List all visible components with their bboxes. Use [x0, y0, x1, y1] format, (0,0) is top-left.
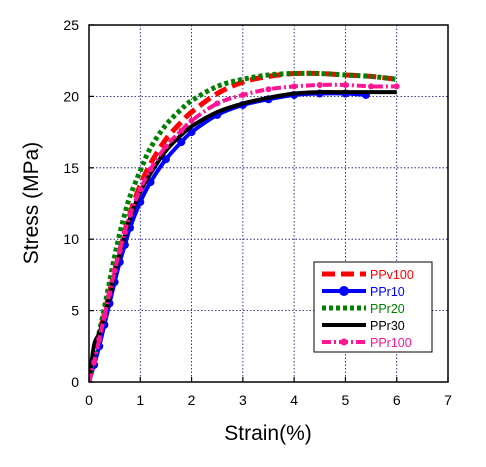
x-tick-label: 7	[444, 392, 452, 408]
x-tick-label: 2	[188, 392, 196, 408]
data-point	[177, 138, 186, 147]
y-tick-label: 15	[63, 160, 79, 176]
y-tick-label: 0	[71, 374, 79, 390]
data-point	[178, 127, 185, 134]
series-layer	[89, 70, 400, 382]
data-point	[111, 267, 118, 274]
data-point	[188, 117, 195, 124]
series-ppr30	[89, 90, 397, 382]
series-ppr100	[89, 81, 400, 382]
x-tick-label: 6	[393, 392, 401, 408]
legend-marker	[339, 286, 349, 296]
data-point	[342, 81, 349, 88]
data-point	[316, 81, 323, 88]
legend-label: PPr100	[370, 336, 412, 350]
legend-item-ppv100: PPv100	[322, 268, 414, 282]
data-point	[121, 229, 128, 236]
data-point	[161, 155, 170, 164]
y-tick-label: 5	[71, 303, 79, 319]
data-point	[239, 91, 246, 98]
data-point	[147, 166, 154, 173]
legend: PPv100 PPr10 PPr20 PPr30 PPr100	[313, 261, 433, 353]
data-point	[96, 336, 103, 343]
series-line-ppr30	[89, 90, 397, 382]
x-axis-ticks: 0 1 2 3 4 5 6 7	[85, 377, 452, 408]
y-tick-label: 20	[63, 88, 79, 104]
x-tick-label: 3	[239, 392, 247, 408]
data-point	[137, 186, 144, 193]
x-tick-label: 1	[136, 392, 144, 408]
data-point	[291, 83, 298, 90]
data-point	[101, 313, 108, 320]
legend-item-ppr20: PPr20	[322, 302, 405, 316]
x-tick-label: 4	[290, 392, 298, 408]
data-point	[368, 83, 375, 90]
y-axis-ticks: 0 5 10 15 20 25	[63, 17, 94, 390]
legend-label: PPr10	[370, 285, 405, 299]
data-point	[91, 359, 98, 366]
data-point	[162, 143, 169, 150]
data-point	[265, 86, 272, 93]
legend-label: PPr30	[370, 319, 405, 333]
data-point	[106, 290, 113, 297]
x-axis-title: Strain(%)	[224, 422, 312, 445]
legend-item-ppr10: PPr10	[322, 285, 405, 299]
legend-label: PPv100	[370, 268, 414, 282]
y-tick-label: 10	[63, 231, 79, 247]
data-point	[393, 83, 400, 90]
data-point	[214, 100, 221, 107]
legend-item-ppr100: PPr100	[322, 336, 412, 350]
data-point	[127, 211, 134, 218]
data-point	[116, 247, 123, 254]
y-tick-label: 25	[63, 17, 79, 33]
legend-label: PPr20	[370, 302, 405, 316]
y-axis-title: Stress (MPa)	[20, 142, 43, 265]
legend-item-ppr30: PPr30	[322, 319, 405, 333]
series-line-ppr100	[89, 82, 397, 382]
plot-frame	[88, 24, 449, 383]
x-tick-label: 5	[342, 392, 350, 408]
legend-marker	[340, 338, 348, 346]
x-tick-label: 0	[85, 392, 93, 408]
legend-box	[313, 261, 433, 353]
